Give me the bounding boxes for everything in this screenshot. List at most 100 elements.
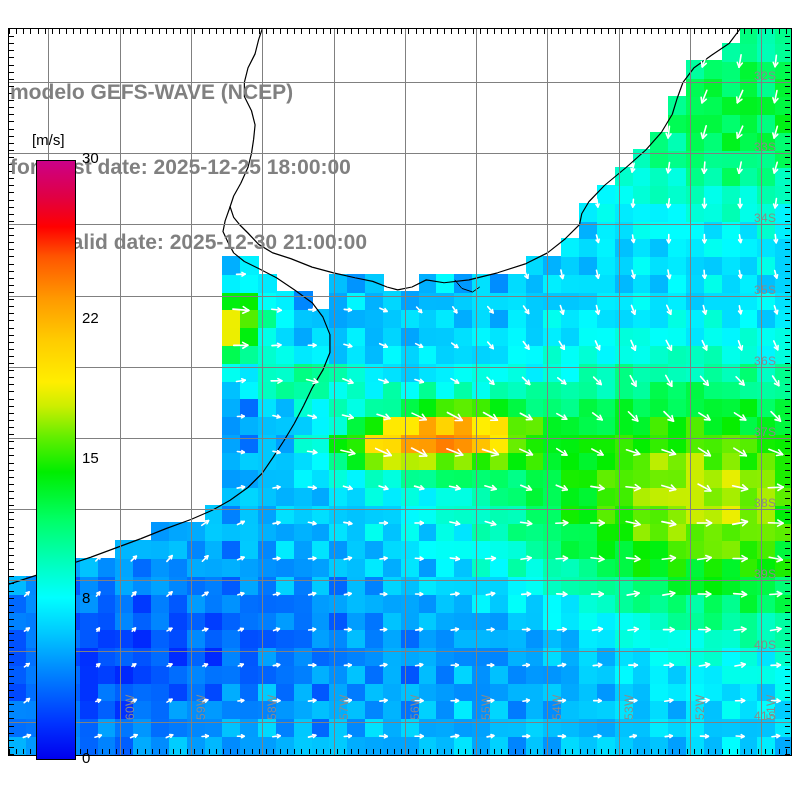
gridline-lon-60W	[120, 29, 121, 755]
axis-tick	[66, 29, 67, 34]
axis-tick	[437, 29, 438, 34]
gridline-lon-52W	[690, 29, 691, 755]
axis-tick	[9, 562, 14, 563]
axis-tick	[9, 399, 14, 400]
axis-tick	[408, 29, 409, 34]
axis-tick	[9, 100, 14, 101]
axis-tick	[665, 29, 666, 34]
axis-tick	[708, 29, 709, 34]
axis-tick	[785, 740, 790, 741]
gridline-lat-41S	[9, 722, 791, 723]
axis-tick	[145, 29, 146, 34]
axis-tick	[273, 749, 274, 754]
axis-tick	[209, 749, 210, 754]
axis-tick	[558, 749, 559, 754]
axis-tick	[785, 697, 790, 698]
axis-tick	[202, 29, 203, 34]
gridline-lat-32S	[9, 82, 791, 83]
gridline-lat-34S	[9, 224, 791, 225]
axis-tick	[9, 647, 14, 648]
axis-tick	[785, 498, 790, 499]
axis-tick	[9, 178, 14, 179]
axis-tick	[401, 749, 402, 754]
axis-tick	[9, 512, 14, 513]
axis-tick	[758, 749, 759, 754]
axis-tick	[87, 29, 88, 34]
axis-tick	[9, 704, 14, 705]
axis-tick	[679, 749, 680, 754]
axis-tick	[9, 598, 14, 599]
axis-tick	[9, 406, 14, 407]
axis-tick	[785, 669, 790, 670]
axis-tick	[52, 29, 53, 34]
axis-tick	[785, 640, 790, 641]
axis-tick	[785, 534, 790, 535]
axis-tick	[16, 29, 17, 34]
axis-tick	[765, 749, 766, 754]
axis-tick	[544, 29, 545, 34]
axis-tick	[273, 29, 274, 34]
axis-tick	[230, 749, 231, 754]
axis-tick	[9, 683, 14, 684]
axis-tick	[9, 455, 14, 456]
axis-tick	[330, 29, 331, 34]
axis-tick	[785, 505, 790, 506]
axis-tick	[785, 335, 790, 336]
axis-tick	[458, 29, 459, 34]
axis-tick	[785, 647, 790, 648]
axis-tick	[130, 29, 131, 34]
axis-tick	[280, 749, 281, 754]
axis-tick	[786, 29, 787, 34]
axis-tick	[785, 733, 790, 734]
axis-tick	[785, 114, 790, 115]
axis-tick	[630, 29, 631, 34]
axis-tick	[729, 749, 730, 754]
axis-tick	[401, 29, 402, 34]
axis-tick	[9, 57, 14, 58]
axis-tick	[785, 654, 790, 655]
colorbar-tick-8: 8	[82, 590, 91, 607]
axis-tick	[309, 29, 310, 34]
axis-tick	[87, 749, 88, 754]
axis-tick	[551, 749, 552, 754]
axis-tick	[515, 29, 516, 34]
axis-tick	[216, 749, 217, 754]
axis-tick	[785, 519, 790, 520]
axis-tick	[785, 477, 790, 478]
axis-tick	[159, 749, 160, 754]
axis-tick	[615, 29, 616, 34]
axis-tick	[587, 29, 588, 34]
axis-tick	[202, 749, 203, 754]
axis-tick	[785, 86, 790, 87]
axis-tick	[508, 29, 509, 34]
gridline-lon-56W	[405, 29, 406, 755]
axis-tick	[259, 749, 260, 754]
lat-label-32S: 32S	[754, 69, 777, 83]
axis-tick	[9, 72, 14, 73]
axis-tick	[785, 377, 790, 378]
axis-tick	[9, 164, 14, 165]
axis-tick	[237, 749, 238, 754]
axis-tick	[9, 86, 14, 87]
axis-tick	[80, 29, 81, 34]
axis-tick	[294, 749, 295, 754]
axis-tick	[785, 555, 790, 556]
axis-tick	[323, 749, 324, 754]
axis-tick	[9, 185, 14, 186]
axis-tick	[9, 662, 14, 663]
axis-tick	[785, 306, 790, 307]
axis-tick	[9, 619, 14, 620]
axis-tick	[785, 527, 790, 528]
axis-tick	[9, 534, 14, 535]
axis-tick	[45, 29, 46, 34]
axis-tick	[785, 256, 790, 257]
axis-tick	[9, 136, 14, 137]
axis-tick	[701, 749, 702, 754]
axis-tick	[637, 749, 638, 754]
axis-tick	[687, 29, 688, 34]
axis-tick	[785, 249, 790, 250]
axis-tick	[394, 29, 395, 34]
axis-tick	[423, 29, 424, 34]
axis-tick	[587, 749, 588, 754]
axis-tick	[785, 207, 790, 208]
